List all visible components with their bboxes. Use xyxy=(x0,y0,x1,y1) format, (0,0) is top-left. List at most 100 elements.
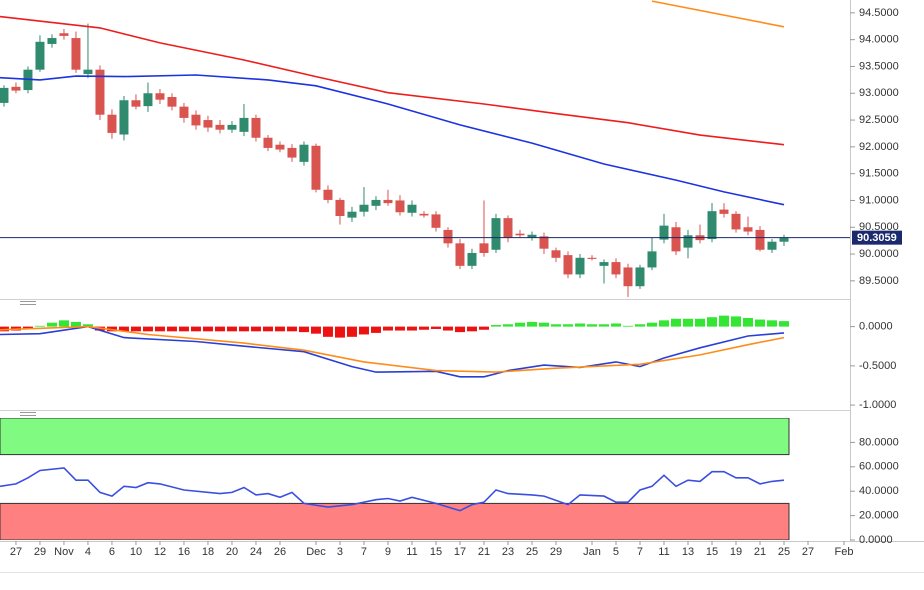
candle-body xyxy=(563,255,573,275)
y-tick-label: 93.5000 xyxy=(859,60,899,72)
y-tick-label: 80.0000 xyxy=(859,436,899,448)
candle-body xyxy=(143,93,153,107)
x-tick-label: 23 xyxy=(502,546,514,558)
histogram-bar xyxy=(154,326,165,332)
x-tick-label: 11 xyxy=(658,546,669,558)
candle-body xyxy=(683,235,693,248)
candle-body xyxy=(335,199,345,216)
x-tick-label: 20 xyxy=(226,546,238,558)
y-tick-label: 20.0000 xyxy=(859,510,899,522)
histogram-bar xyxy=(598,324,609,327)
histogram-bar xyxy=(214,326,225,332)
histogram-bar xyxy=(442,326,453,331)
candle-body xyxy=(83,69,93,74)
y-tick-label: 93.0000 xyxy=(859,87,899,99)
y-tick-label: -1.0000 xyxy=(859,399,896,411)
histogram-bar xyxy=(346,326,357,337)
histogram-bar xyxy=(706,317,717,327)
histogram-bar xyxy=(526,321,537,327)
candle-body xyxy=(311,145,321,190)
last-price-box xyxy=(852,230,902,245)
histogram-bar xyxy=(670,318,681,327)
line-series xyxy=(0,325,785,373)
histogram-bar xyxy=(550,324,561,327)
x-tick-label: 21 xyxy=(754,546,766,558)
histogram-bar xyxy=(418,326,429,330)
histogram-bar xyxy=(502,324,513,327)
candle-body xyxy=(503,218,513,238)
candle-body xyxy=(491,218,501,250)
histogram-bar xyxy=(130,326,141,332)
histogram-bar xyxy=(190,326,201,332)
histogram-bar xyxy=(370,326,381,333)
candle-body xyxy=(383,199,393,204)
candle-body xyxy=(239,117,249,132)
y-tick-label: 91.5000 xyxy=(859,168,899,180)
histogram-bar xyxy=(562,324,573,327)
candle-body xyxy=(71,38,81,70)
candle-body xyxy=(95,69,105,115)
candle-body xyxy=(359,204,369,212)
histogram-bar xyxy=(262,326,273,332)
histogram-bar xyxy=(82,324,93,327)
histogram-bar xyxy=(238,326,249,332)
histogram-bar xyxy=(622,325,633,327)
histogram-bar xyxy=(646,322,657,327)
histogram-bar xyxy=(394,326,405,331)
line-series xyxy=(0,74,785,206)
histogram-bar xyxy=(766,320,777,327)
histogram-bar xyxy=(322,326,333,337)
histogram-bar xyxy=(250,326,261,332)
histogram-bar xyxy=(454,326,465,333)
candle-body xyxy=(455,243,465,266)
x-tick-label: 25 xyxy=(526,546,538,558)
panel-handle[interactable] xyxy=(20,412,36,416)
histogram-bar xyxy=(142,326,153,332)
candle-body xyxy=(755,229,765,250)
candle-body xyxy=(251,117,261,138)
candle-body xyxy=(287,147,297,158)
panel xyxy=(0,418,790,540)
candle-body xyxy=(527,234,537,238)
x-tick-label: 27 xyxy=(802,546,814,558)
band xyxy=(0,418,790,456)
histogram-bar xyxy=(430,326,441,329)
candle-body xyxy=(743,227,753,232)
histogram-bar xyxy=(406,326,417,331)
histogram-bar xyxy=(586,324,597,327)
y-tick-label: 60.0000 xyxy=(859,461,899,473)
histogram-bar xyxy=(286,326,297,332)
y-tick-label: 90.0000 xyxy=(859,248,899,260)
y-tick-label: 91.0000 xyxy=(859,194,899,206)
candle-body xyxy=(587,257,597,259)
x-tick-label: 27 xyxy=(10,546,22,558)
candle-body xyxy=(431,214,441,228)
histogram-bar xyxy=(574,323,585,327)
histogram-bar xyxy=(718,315,729,327)
line-series xyxy=(0,15,785,146)
x-tick-label: Feb xyxy=(835,546,854,558)
candle-body xyxy=(419,213,429,216)
candle-body xyxy=(107,114,117,133)
candle-body xyxy=(671,227,681,252)
x-tick-label: 18 xyxy=(202,546,214,558)
candle-body xyxy=(35,41,45,70)
histogram-bar xyxy=(382,326,393,331)
candle-body xyxy=(539,236,549,249)
x-tick-label: 5 xyxy=(613,546,619,558)
histogram-bar xyxy=(538,322,549,327)
x-tick-label: 29 xyxy=(34,546,46,558)
candle-body xyxy=(59,33,69,36)
y-tick-label: 92.5000 xyxy=(859,114,899,126)
histogram-bar xyxy=(610,323,621,327)
candle-body xyxy=(443,229,453,244)
candle-body xyxy=(479,243,489,253)
histogram-bar xyxy=(166,326,177,332)
panel-handle[interactable] xyxy=(20,301,36,305)
candle-body xyxy=(647,251,657,268)
histogram-bar xyxy=(226,326,237,332)
histogram-bar xyxy=(34,325,45,327)
histogram-bar xyxy=(634,324,645,327)
last-price-label: 90.3059 xyxy=(857,232,897,244)
